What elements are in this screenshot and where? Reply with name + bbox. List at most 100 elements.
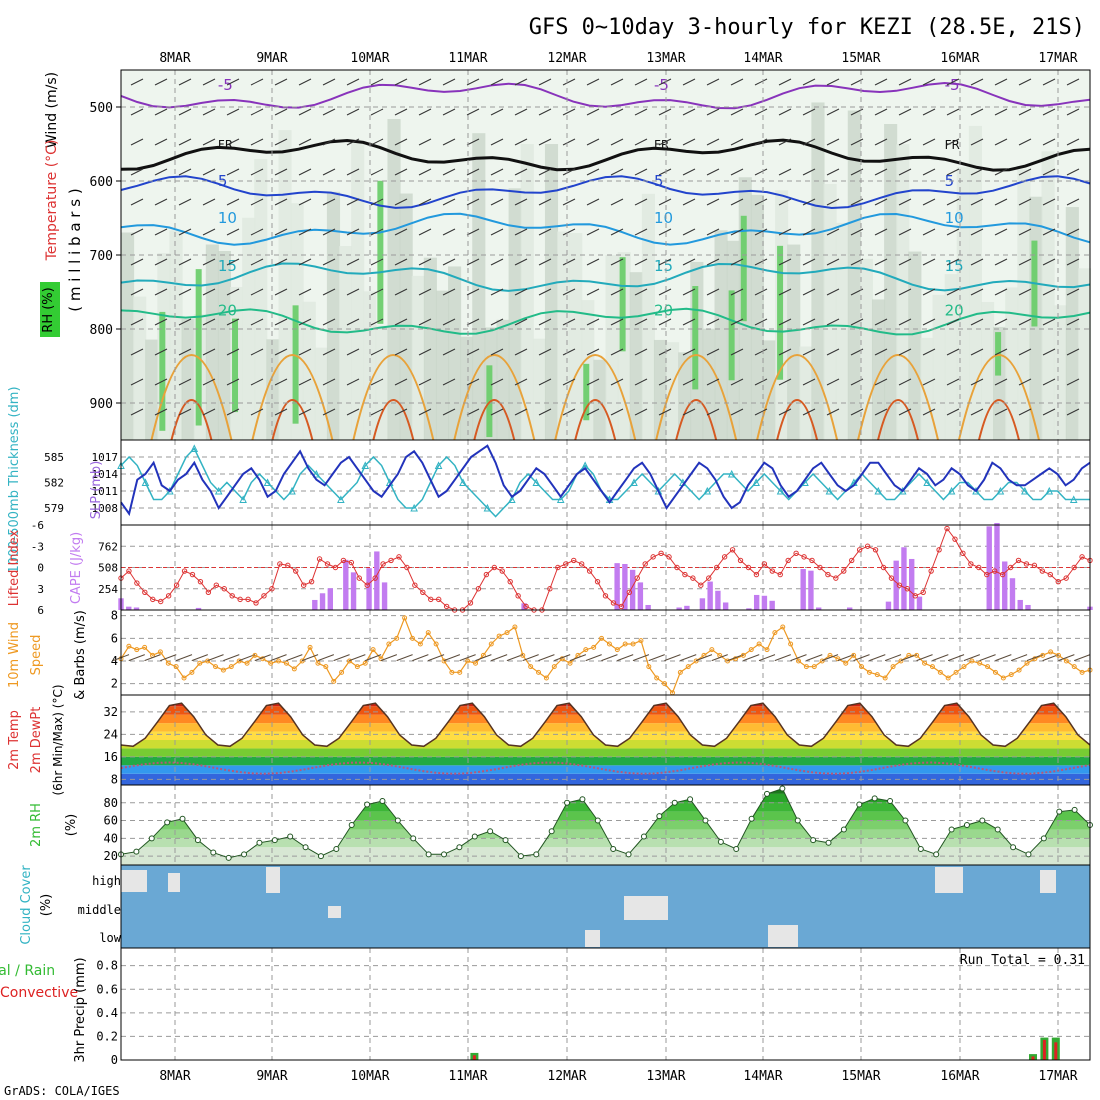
rh-shade [678, 352, 692, 440]
rh-moist-cell [377, 180, 384, 324]
wind-barb [202, 348, 216, 356]
wind-marker [929, 664, 935, 670]
temp-line [120, 702, 1091, 748]
wind-barb [466, 318, 480, 326]
wind-barb [1066, 78, 1080, 86]
temp-tick: 8 [111, 772, 118, 786]
wind-barb [994, 408, 1008, 416]
wind-barb [202, 228, 216, 236]
li-marker [618, 603, 625, 610]
li-marker [1079, 554, 1085, 560]
date-label-bottom: 13MAR [646, 1069, 685, 1084]
wind-barb [634, 108, 648, 116]
slp-tick: 1014 [92, 468, 119, 481]
wind-barb [778, 138, 792, 146]
wind-barb [346, 288, 360, 296]
wind-barb [418, 198, 432, 206]
wind-tick: 4 [111, 654, 118, 668]
wind-barb [226, 108, 240, 116]
contour-label: 20 [654, 302, 673, 320]
rh-shade [1077, 268, 1091, 440]
wind-marker [622, 641, 628, 647]
cloud-row-label: low [99, 931, 121, 945]
wind-barb [178, 258, 192, 266]
wind-barb [370, 288, 384, 296]
wind-barb [1018, 108, 1032, 116]
wind-marker [780, 624, 786, 630]
wind-barb [270, 654, 287, 662]
wind-marker [953, 669, 959, 675]
li-line [120, 527, 1091, 611]
wind-barb [874, 408, 888, 416]
wind-marker [772, 630, 778, 636]
rh-shade [980, 301, 995, 440]
wind-barb [202, 378, 216, 386]
rh-shade [351, 142, 365, 440]
wind-barb [826, 168, 840, 176]
li-marker [928, 568, 934, 574]
wind-barb [758, 654, 776, 662]
wind-barb [1042, 408, 1056, 416]
rh-shade [762, 340, 777, 440]
y-tick-label: 900 [90, 397, 113, 412]
wind-barb [298, 258, 312, 266]
wind-barb [778, 168, 792, 176]
thickness-marker [434, 461, 443, 469]
wind-barb [130, 108, 144, 116]
wind-barb [514, 258, 528, 266]
wind-barb [900, 654, 917, 662]
wind-barb [826, 198, 840, 206]
wind-barb [706, 318, 720, 326]
li-marker [888, 575, 895, 581]
wind-barb [466, 78, 480, 86]
convective-label: Convective [0, 985, 78, 1001]
wind-marker [685, 664, 691, 670]
wind-barb [250, 138, 264, 146]
wind-marker [276, 658, 282, 664]
hot-contour [977, 399, 1020, 441]
rh-marker [933, 851, 940, 858]
wind-marker [796, 658, 802, 664]
li-marker [729, 547, 736, 553]
wind-marker [709, 647, 715, 653]
rh-marker [656, 813, 663, 820]
wind-barb [802, 348, 816, 356]
wind-barb [490, 198, 504, 206]
cape-bar [622, 563, 628, 610]
wind-barb [806, 654, 823, 662]
li-tick: -6 [31, 519, 44, 532]
wind-barb [874, 378, 888, 386]
wind-barb [442, 348, 456, 356]
wind-barb [898, 198, 912, 206]
wind-barb [850, 408, 864, 416]
wind-barb [202, 198, 216, 206]
wind-tick: 2 [111, 677, 118, 691]
wind-barb [778, 378, 792, 386]
wind-barb [610, 138, 624, 146]
rh-marker [548, 828, 555, 835]
date-label-top: 8MAR [159, 51, 190, 66]
wind-barb [778, 78, 792, 86]
wind-barb [274, 198, 288, 206]
li-marker [372, 575, 378, 581]
contour-label: FR [218, 138, 233, 152]
wind-barb [754, 318, 768, 326]
rh-marker [256, 839, 263, 846]
wind-barb [778, 318, 792, 326]
wind-barb [346, 108, 360, 116]
wind-barb [514, 228, 528, 236]
wind-barb [916, 654, 933, 662]
wind-label: Wind (m/s) [44, 72, 60, 148]
wind-barb [370, 228, 384, 236]
wind-barb [274, 378, 288, 386]
wind-barb [634, 378, 648, 386]
rh-shade [496, 319, 510, 440]
li-marker [1063, 575, 1069, 581]
date-label-top: 13MAR [646, 51, 685, 66]
li-marker [261, 593, 267, 599]
thickness-marker [1045, 486, 1054, 495]
wind-barb [562, 168, 576, 176]
li-marker [1055, 578, 1061, 585]
wind-barb [418, 78, 432, 86]
wind-barb [250, 108, 264, 116]
